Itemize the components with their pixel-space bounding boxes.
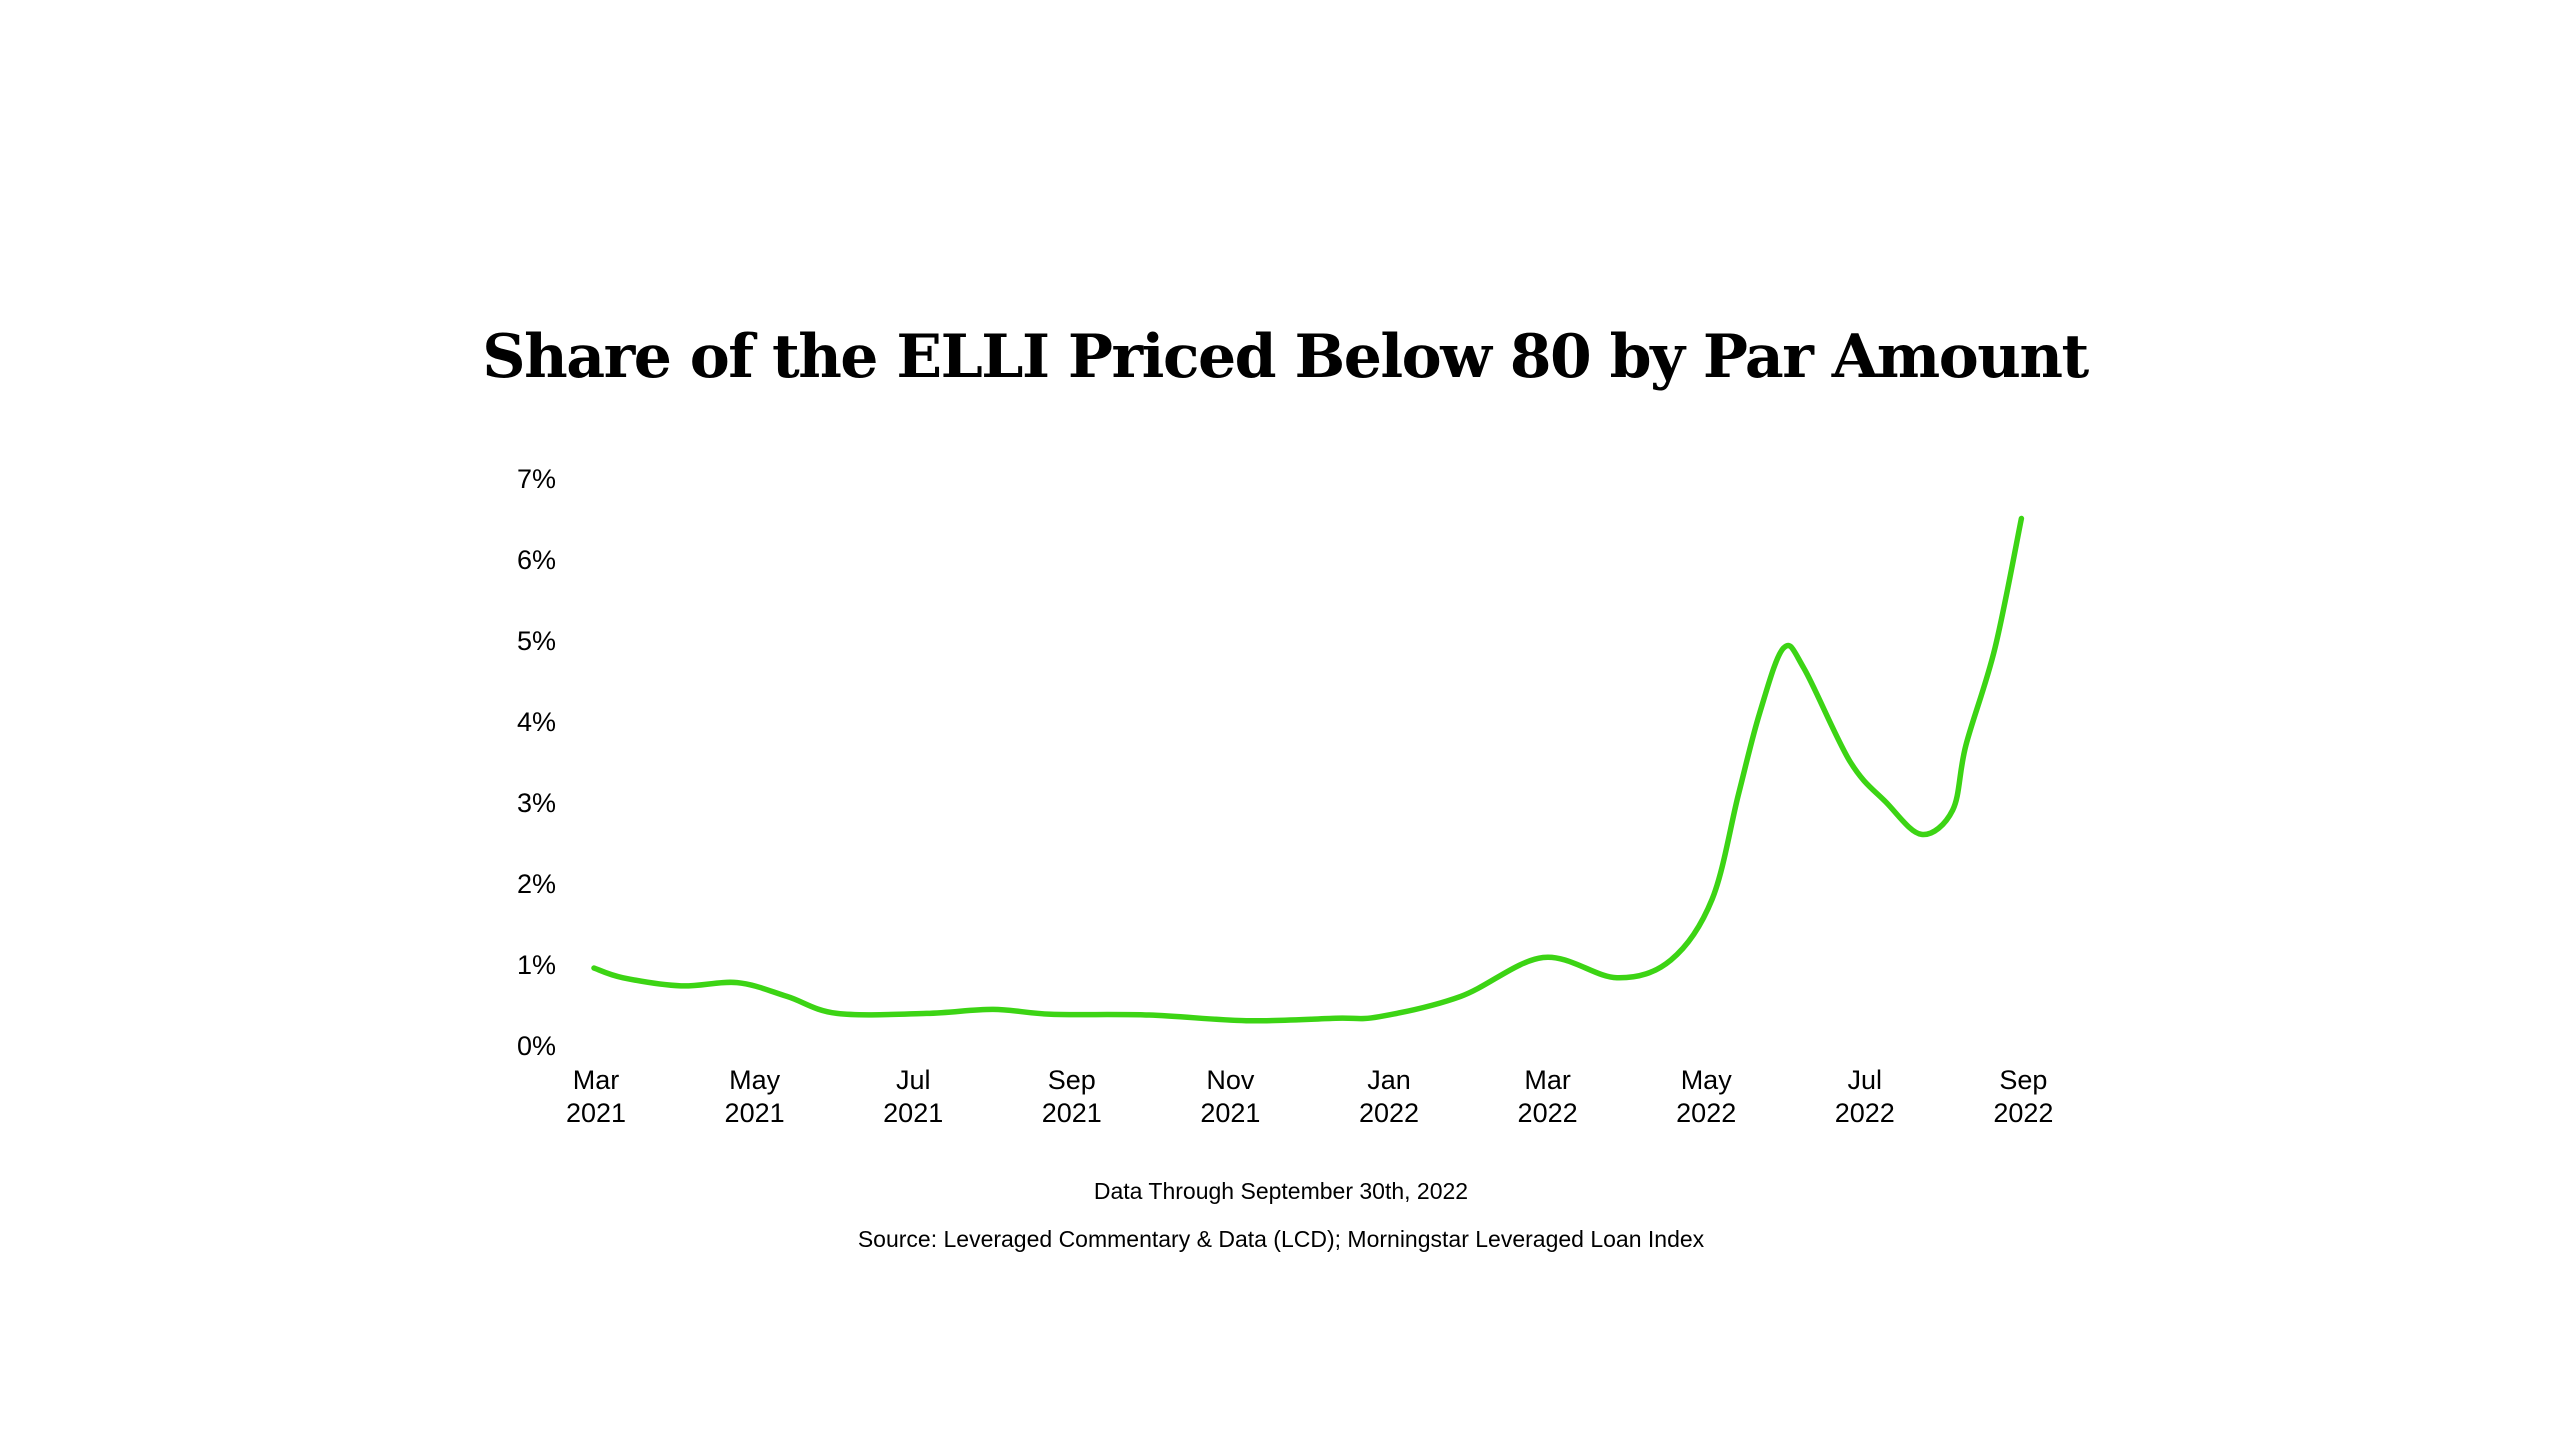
x-tick-year: 2021 [1042, 1098, 1102, 1128]
chart-title: Share of the ELLI Priced Below 80 by Par… [482, 322, 2089, 392]
y-tick-label: 3% [517, 788, 556, 818]
x-tick-year: 2022 [1518, 1098, 1578, 1128]
y-tick-label: 1% [517, 950, 556, 980]
y-tick-label: 6% [517, 545, 556, 575]
y-tick-label: 0% [517, 1031, 556, 1061]
x-tick-month: Nov [1206, 1065, 1255, 1095]
x-tick-month: Sep [1999, 1065, 2047, 1095]
y-tick-label: 4% [517, 707, 556, 737]
x-tick-year: 2022 [1993, 1098, 2053, 1128]
y-tick-label: 7% [517, 464, 556, 494]
x-tick-month: May [1681, 1065, 1733, 1095]
x-tick-month: Mar [573, 1065, 620, 1095]
x-tick-month: May [729, 1065, 781, 1095]
y-axis: 0% 1% 2% 3% 4% 5% 6% 7% [517, 464, 556, 1061]
x-tick-year: 2022 [1676, 1098, 1736, 1128]
y-tick-label: 2% [517, 869, 556, 899]
x-tick-year: 2022 [1359, 1098, 1419, 1128]
x-tick-year: 2021 [883, 1098, 943, 1128]
x-tick-year: 2021 [566, 1098, 626, 1128]
source-note: Source: Leveraged Commentary & Data (LCD… [857, 1226, 1705, 1252]
x-tick-month: Sep [1048, 1065, 1096, 1095]
x-tick-month: Jul [896, 1065, 931, 1095]
y-tick-label: 5% [517, 626, 556, 656]
series-line [591, 515, 2025, 1024]
data-through-note: Data Through September 30th, 2022 [1093, 1178, 1469, 1204]
x-tick-year: 2021 [1200, 1098, 1260, 1128]
x-tick-month: Jul [1848, 1065, 1883, 1095]
x-tick-year: 2021 [725, 1098, 785, 1128]
x-tick-month: Jan [1367, 1065, 1411, 1095]
x-tick-year: 2022 [1835, 1098, 1895, 1128]
x-axis: Mar2021May2021Jul2021Sep2021Nov2021Jan20… [566, 1065, 2053, 1128]
x-tick-month: Mar [1524, 1065, 1571, 1095]
